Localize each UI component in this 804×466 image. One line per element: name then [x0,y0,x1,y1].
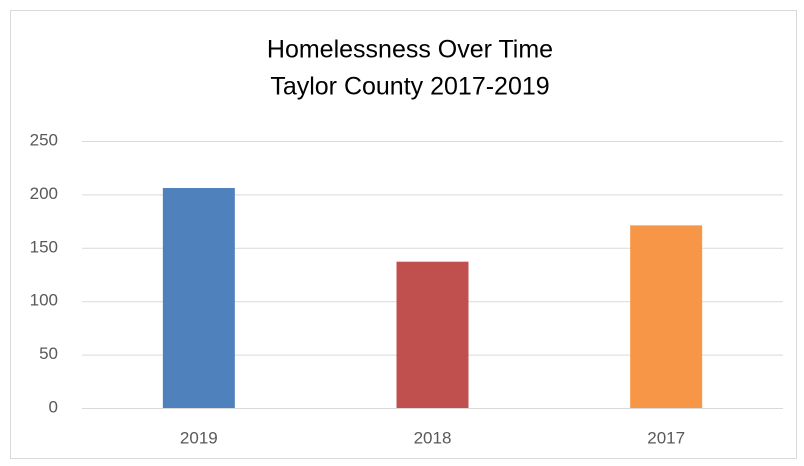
y-tick-label: 250 [30,130,58,149]
y-tick-label: 50 [39,344,58,363]
y-tick-label: 0 [49,397,58,416]
y-tick-label: 100 [30,291,58,310]
x-tick-label: 2019 [180,428,218,447]
y-tick-label: 200 [30,184,58,203]
chart-subtitle: Taylor County 2017-2019 [270,73,549,101]
bar [162,187,235,408]
bar [396,261,469,408]
x-tick-label: 2017 [647,428,685,447]
x-tick-label: 2018 [414,428,452,447]
bar [630,225,703,408]
y-tick-label: 150 [30,237,58,256]
chart-title: Homelessness Over Time [267,36,553,64]
